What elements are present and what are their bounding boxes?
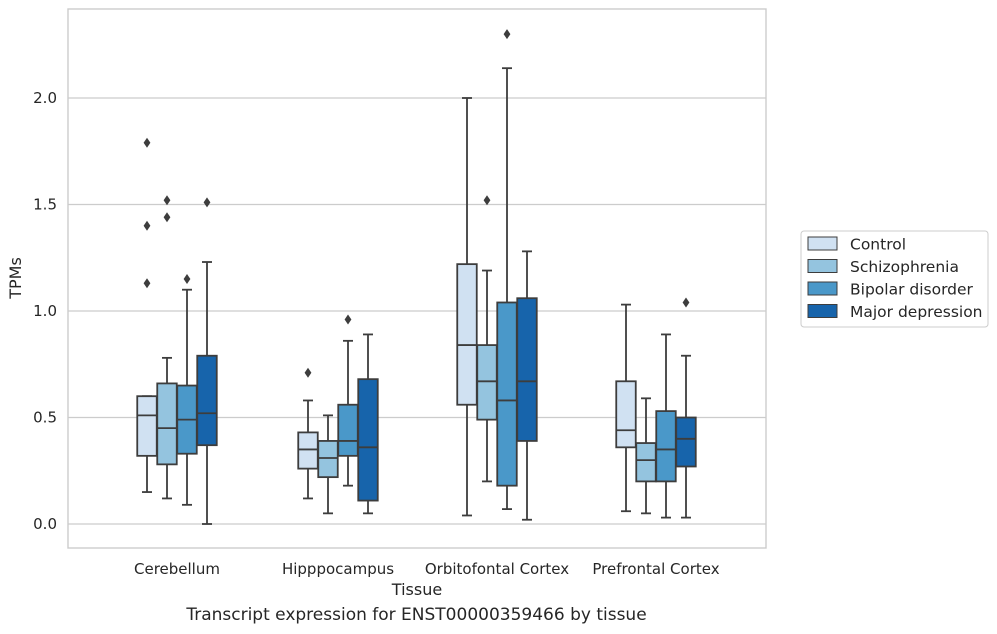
legend-label: Control	[850, 236, 906, 254]
x-tick-label: Cerebellum	[134, 560, 220, 578]
legend-label: Schizophrenia	[850, 258, 959, 276]
box-schizophrenia	[476, 195, 498, 483]
box-major-depression	[675, 297, 697, 519]
outlier-point	[143, 220, 151, 231]
legend-label: Major depression	[850, 303, 983, 321]
outlier-point	[483, 195, 491, 206]
legend: Control Schizophrenia Bipolar disorder Majo…	[800, 230, 989, 328]
box-major-depression	[516, 250, 538, 521]
outlier-point	[682, 297, 690, 308]
outlier-point	[203, 197, 211, 208]
outlier-point	[344, 314, 352, 325]
legend-swatch	[807, 304, 838, 318]
outlier-point	[143, 278, 151, 289]
box-iqr	[655, 410, 677, 483]
y-tick-label: 2.0	[33, 89, 57, 107]
x-tick-label: Prefrontal Cortex	[592, 560, 719, 578]
box-major-depression	[357, 333, 379, 515]
box-iqr	[156, 382, 178, 466]
box-iqr	[635, 442, 657, 483]
outlier-point	[163, 195, 171, 206]
figure-caption: Transcript expression for ENST0000035946…	[186, 605, 647, 625]
box-iqr	[516, 297, 538, 442]
x-axis-label: Tissue	[391, 580, 442, 599]
box-control	[615, 303, 637, 513]
legend-swatch	[807, 281, 838, 296]
box-iqr	[196, 354, 218, 447]
outlier-point	[163, 212, 171, 223]
legend-label: Bipolar disorder	[850, 281, 974, 299]
outlier-point	[503, 29, 511, 40]
box-series-group	[136, 29, 697, 525]
box-iqr	[496, 301, 518, 487]
legend-swatch	[807, 259, 838, 273]
x-tick-label: Orbitofontal Cortex	[425, 560, 569, 578]
y-tick-label: 0.5	[33, 409, 57, 427]
box-iqr	[357, 378, 379, 502]
outlier-point	[183, 274, 191, 285]
box-control	[136, 137, 158, 493]
box-iqr	[456, 263, 478, 406]
box-iqr	[615, 380, 637, 449]
outlier-point	[143, 137, 151, 148]
y-tick-label: 1.5	[33, 196, 57, 214]
box-iqr	[476, 344, 498, 421]
box-bipolar-disorder	[176, 274, 198, 506]
box-iqr	[136, 395, 158, 457]
plot-frame	[67, 8, 767, 549]
x-tick-labels: Cerebellum Hipppocampus Orbitofontal Corte…	[134, 560, 720, 578]
box-iqr	[337, 403, 359, 457]
y-tick-label: 0.0	[33, 515, 57, 533]
y-tick-labels: 0.0 0.5 1.0 1.5 2.0	[33, 89, 57, 533]
x-tick-label: Hipppocampus	[282, 560, 394, 578]
box-schizophrenia	[635, 397, 657, 515]
legend-swatch	[807, 236, 838, 251]
y-axis-label: TPMs	[6, 257, 25, 300]
box-bipolar-disorder	[337, 314, 359, 487]
y-tick-label: 1.0	[33, 302, 57, 320]
box-control	[456, 97, 478, 517]
box-schizophrenia	[317, 414, 339, 515]
box-iqr	[675, 416, 697, 468]
box-major-depression	[196, 197, 218, 525]
box-iqr	[317, 440, 339, 479]
outlier-point	[304, 367, 312, 378]
legend-frame	[800, 230, 989, 328]
box-iqr	[297, 431, 319, 470]
